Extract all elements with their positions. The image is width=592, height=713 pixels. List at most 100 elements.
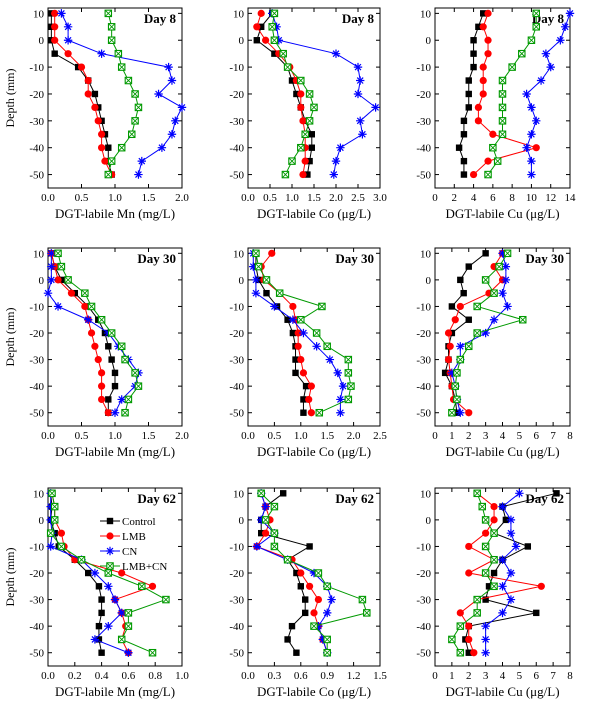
data-point xyxy=(274,36,283,45)
data-point xyxy=(305,90,314,98)
data-point xyxy=(51,36,59,44)
x-tick-label: 0.6 xyxy=(294,670,308,682)
data-point xyxy=(310,609,318,617)
data-point xyxy=(490,529,498,537)
series-lmb xyxy=(47,249,112,417)
x-axis-label: DGT-labile Co (μg/L) xyxy=(257,684,371,699)
data-point xyxy=(310,622,318,630)
data-point xyxy=(490,289,498,297)
x-tick-label: 4 xyxy=(500,430,506,442)
data-point xyxy=(171,116,180,126)
data-point xyxy=(353,62,363,72)
x-tick-label: 1.5 xyxy=(307,192,321,204)
y-tick-label: -50 xyxy=(29,170,44,182)
data-point xyxy=(478,502,486,511)
data-point xyxy=(498,103,507,112)
data-point xyxy=(262,36,270,44)
x-tick-label: 0 xyxy=(432,430,438,442)
data-point xyxy=(90,568,100,578)
legend-marker xyxy=(106,517,114,525)
data-point xyxy=(90,635,100,644)
series-lmb xyxy=(51,9,116,179)
x-tick-label: 2.0 xyxy=(347,430,361,442)
plot-frame xyxy=(247,247,381,427)
data-point xyxy=(453,395,461,404)
panel-5: 0.0 0.5 1.0 1.5 2.0 2.5 10 0 -10 -20 -30 -40 -50 DGT-… xyxy=(229,247,387,459)
data-point xyxy=(117,143,126,152)
data-point xyxy=(67,289,76,297)
data-point xyxy=(353,89,363,99)
data-point xyxy=(148,648,157,657)
data-point xyxy=(356,116,365,126)
data-point xyxy=(308,131,315,138)
y-tick-label: -10 xyxy=(416,301,431,313)
data-point xyxy=(85,569,92,577)
x-tick-label: 0.2 xyxy=(68,670,82,682)
data-point xyxy=(441,369,449,377)
x-tick-label: 8 xyxy=(509,192,515,204)
data-point xyxy=(484,50,492,58)
y-tick-label: -30 xyxy=(416,355,431,367)
data-point xyxy=(489,315,499,324)
x-tick-label: 5 xyxy=(517,430,523,442)
data-point xyxy=(314,569,323,577)
x-tick-label: 0.5 xyxy=(263,192,277,204)
data-point xyxy=(105,144,112,151)
series-lmb xyxy=(456,489,545,657)
x-tick-label: 0.0 xyxy=(41,670,55,682)
data-point xyxy=(327,595,336,604)
data-point xyxy=(532,23,540,31)
data-point xyxy=(553,490,560,497)
panel-8: 0.0 0.3 0.6 0.9 1.2 1.5 10 0 -10 -20 -30 -40 -50 DGT-… xyxy=(229,487,387,699)
data-point xyxy=(288,77,296,84)
data-point xyxy=(257,489,265,498)
x-tick-label: 2.0 xyxy=(175,430,189,442)
x-tick-label: 0.8 xyxy=(148,670,162,682)
data-point xyxy=(484,170,492,179)
data-point xyxy=(302,382,310,390)
x-tick-label: 0.4 xyxy=(95,670,109,682)
x-tick-label: 6 xyxy=(534,670,540,682)
data-point xyxy=(297,583,304,590)
series-cn xyxy=(522,9,575,179)
data-point xyxy=(307,382,315,390)
data-point xyxy=(490,555,498,564)
data-point xyxy=(474,117,482,125)
x-tick-label: 1.5 xyxy=(142,430,156,442)
y-tick-label: 10 xyxy=(233,8,245,20)
y-tick-label: -10 xyxy=(229,62,244,74)
data-point xyxy=(456,622,465,630)
data-point xyxy=(460,171,468,178)
y-tick-label: -20 xyxy=(229,568,244,580)
data-point xyxy=(524,543,532,550)
data-point xyxy=(456,355,465,364)
data-point xyxy=(121,355,129,364)
data-point xyxy=(137,156,146,166)
series-lmb-cn xyxy=(104,9,143,179)
x-tick-label: 0.3 xyxy=(268,670,282,682)
data-point xyxy=(263,289,270,297)
y-tick-label: 0 xyxy=(426,35,432,47)
legend-label: Control xyxy=(122,516,156,528)
chart-title: Day 30 xyxy=(335,251,374,266)
y-tick-label: -50 xyxy=(29,648,44,660)
data-point xyxy=(77,555,86,564)
data-point xyxy=(108,356,115,363)
y-tick-label: -20 xyxy=(29,568,44,580)
data-point xyxy=(98,130,106,138)
series-cn xyxy=(57,9,187,179)
data-point xyxy=(249,262,258,271)
legend-marker xyxy=(105,546,115,556)
data-point xyxy=(270,302,279,311)
data-point xyxy=(177,103,187,112)
data-point xyxy=(131,117,139,125)
y-tick-label: -40 xyxy=(29,143,44,155)
data-point xyxy=(114,49,123,58)
data-point xyxy=(299,369,308,377)
x-tick-label: 3.0 xyxy=(373,192,387,204)
data-point xyxy=(506,528,516,538)
y-axis-label: Depth (mm) xyxy=(3,308,17,367)
data-point xyxy=(297,103,305,112)
y-tick-label: -30 xyxy=(229,595,244,607)
